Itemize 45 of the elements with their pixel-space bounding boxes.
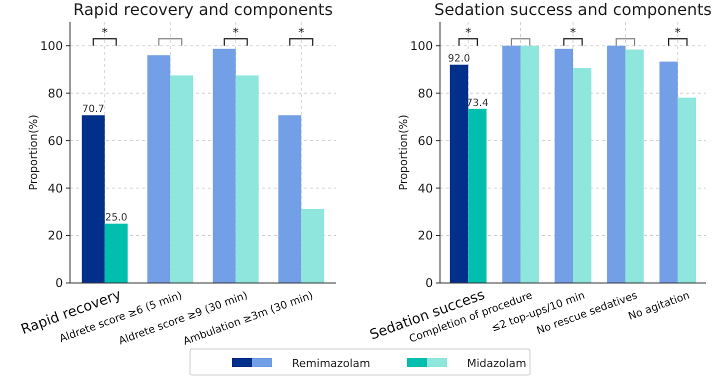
bar bbox=[82, 115, 105, 283]
y-tick-label: 60 bbox=[48, 134, 63, 148]
legend-label: Midazolam bbox=[467, 356, 526, 370]
bar bbox=[659, 62, 678, 283]
bar bbox=[520, 46, 539, 283]
y-tick-label: 0 bbox=[425, 276, 433, 290]
chart-title: Rapid recovery and components bbox=[73, 0, 333, 19]
annotation: * bbox=[570, 26, 576, 40]
y-axis-title: Proportion(%) bbox=[397, 114, 410, 190]
bar bbox=[278, 115, 302, 283]
bar bbox=[212, 48, 236, 283]
y-tick-label: 100 bbox=[40, 38, 63, 53]
annotation: * bbox=[102, 26, 108, 40]
annotation: * bbox=[298, 26, 304, 40]
chart-title: Sedation success and components bbox=[434, 0, 712, 19]
bar bbox=[301, 208, 324, 283]
bar bbox=[147, 55, 170, 283]
data-label: 25.0 bbox=[105, 212, 128, 224]
bar bbox=[450, 64, 468, 283]
data-label: 92.0 bbox=[448, 54, 470, 65]
bar bbox=[573, 68, 592, 283]
bar bbox=[678, 98, 696, 283]
y-tick-label: 80 bbox=[418, 86, 433, 100]
bar bbox=[554, 48, 573, 283]
bar bbox=[236, 75, 259, 283]
y-tick-label: 80 bbox=[48, 86, 63, 100]
legend-label: Remimazolam bbox=[292, 356, 370, 370]
y-tick-label: 40 bbox=[48, 181, 63, 196]
annotation: * bbox=[232, 26, 239, 40]
annotation: * bbox=[465, 26, 472, 40]
bar bbox=[104, 224, 128, 283]
y-tick-label: 20 bbox=[48, 228, 63, 243]
y-tick-label: 40 bbox=[418, 181, 433, 196]
bar bbox=[625, 50, 644, 283]
annotation: * bbox=[674, 26, 681, 40]
y-tick-label: 0 bbox=[55, 276, 63, 290]
y-tick-label: 100 bbox=[410, 38, 433, 53]
bar bbox=[607, 46, 626, 283]
y-tick-label: 60 bbox=[418, 134, 433, 148]
bar bbox=[170, 75, 194, 283]
bar bbox=[468, 108, 487, 283]
data-label: 70.7 bbox=[82, 104, 104, 116]
y-axis-title: Proportion(%) bbox=[27, 114, 40, 190]
y-tick-label: 20 bbox=[418, 228, 433, 243]
bar bbox=[502, 46, 521, 283]
